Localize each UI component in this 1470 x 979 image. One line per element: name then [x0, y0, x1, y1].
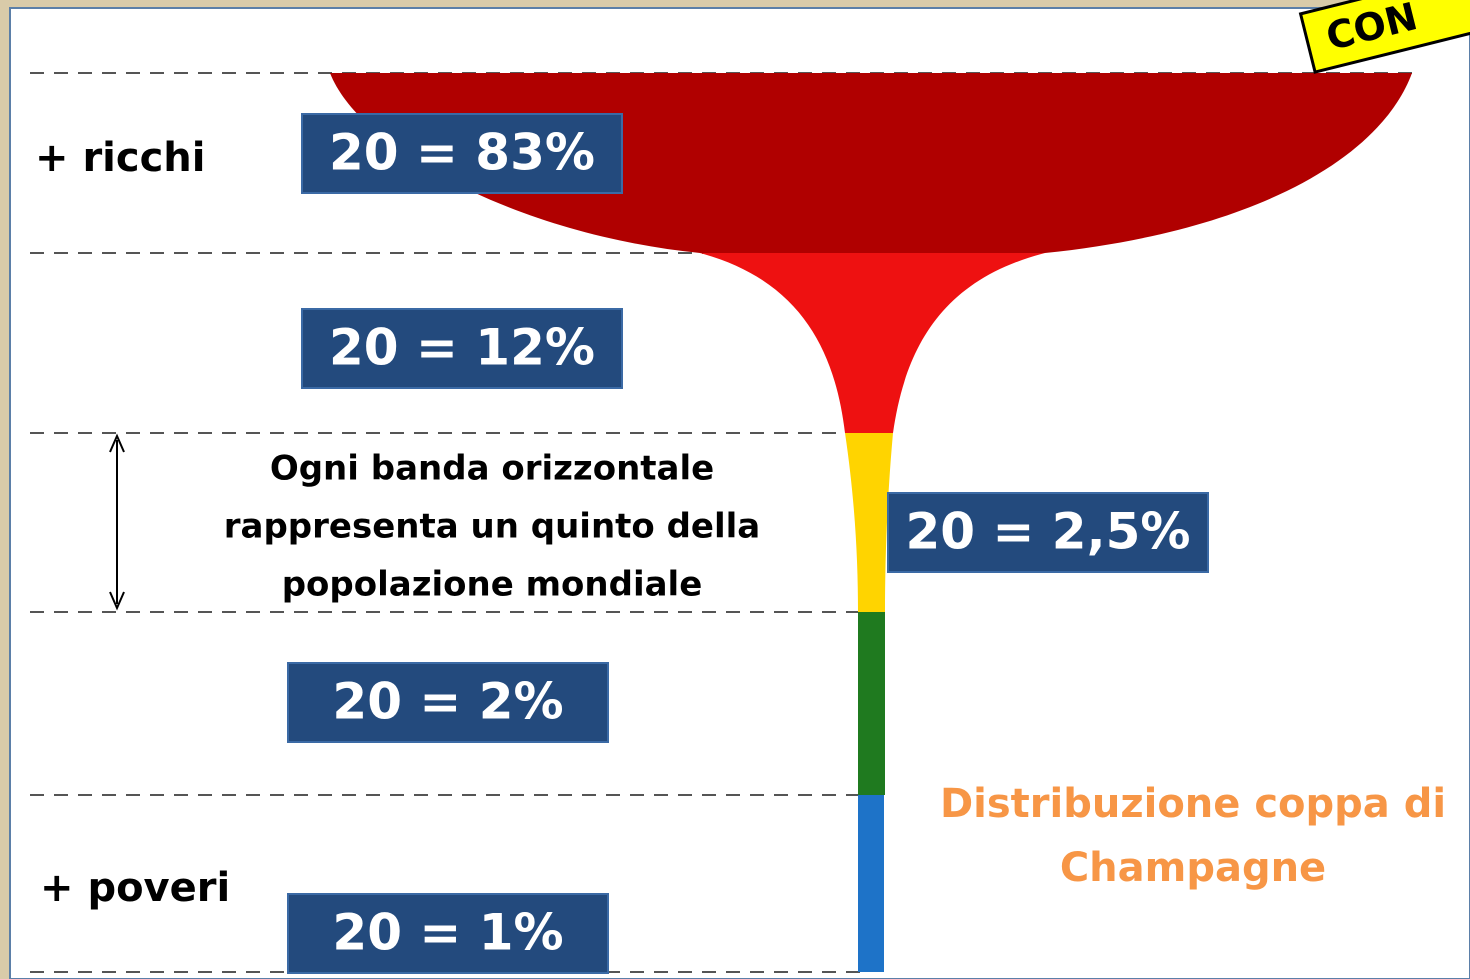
rich-label: + ricchi	[35, 135, 206, 181]
funnel-band-5	[858, 795, 884, 972]
poor-label: + poveri	[40, 865, 230, 911]
page: + ricchi + poveri 20 = 83% 20 = 12% 20 =…	[0, 0, 1470, 979]
band-label: 20 = 1%	[332, 904, 563, 962]
band-label: 20 = 2,5%	[906, 503, 1191, 561]
band-label: 20 = 12%	[329, 319, 595, 377]
caption-line: Champagne	[1060, 845, 1326, 891]
note-line: popolazione mondiale	[282, 565, 703, 605]
note-line: rappresenta un quinto della	[224, 507, 761, 547]
band-label: 20 = 2%	[332, 673, 563, 731]
slide: + ricchi + poveri 20 = 83% 20 = 12% 20 =…	[0, 0, 1470, 979]
note-line: Ogni banda orizzontale	[270, 449, 714, 489]
funnel-band-4	[858, 612, 885, 795]
band-label: 20 = 83%	[329, 124, 595, 182]
caption-line: Distribuzione coppa di	[940, 781, 1446, 827]
